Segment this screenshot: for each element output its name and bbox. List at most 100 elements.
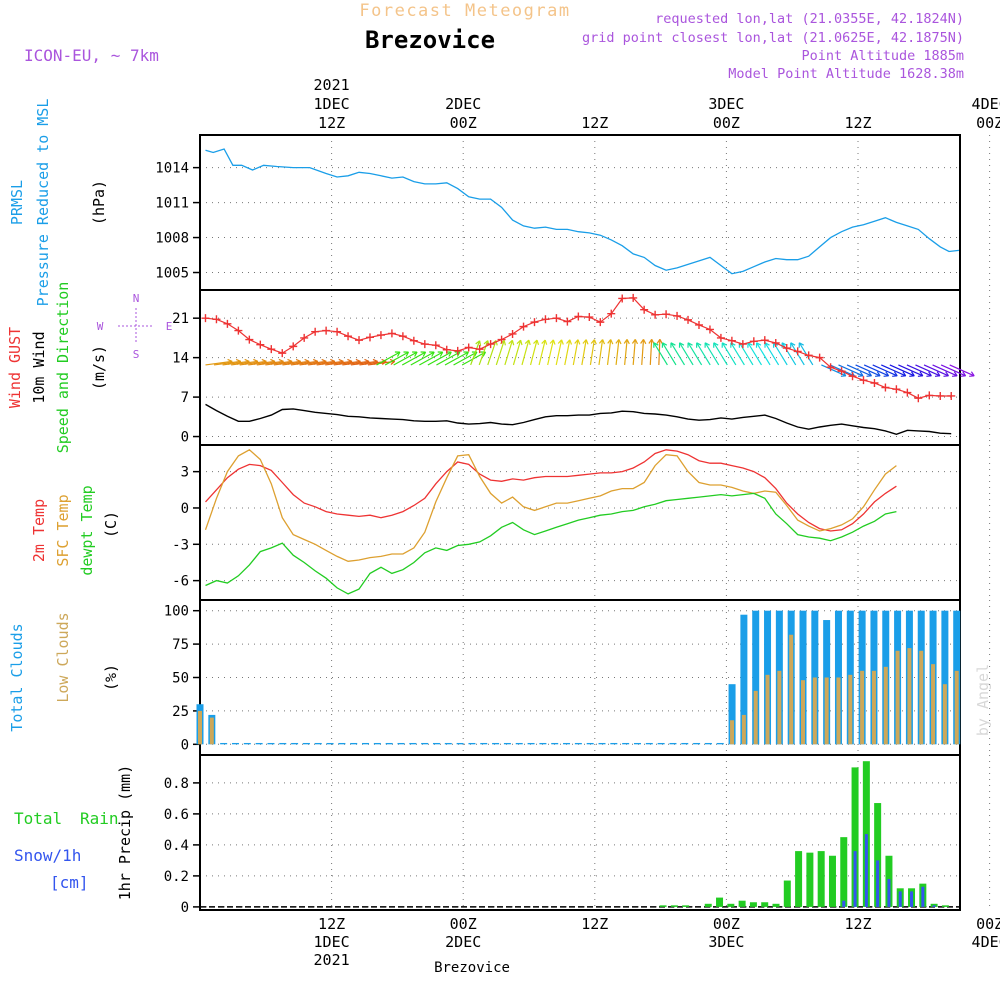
low-clouds-label: Low Clouds (54, 612, 72, 702)
wind-direction-arrow (478, 340, 489, 366)
wind-direction-arrow (273, 360, 301, 366)
wind-direction-arrow (222, 360, 250, 366)
low-cloud-bar (730, 720, 735, 745)
total-cloud-bar (338, 742, 346, 745)
total-cloud-bar (728, 684, 736, 745)
wind-direction-arrow (653, 342, 668, 366)
total-cloud-bar (444, 742, 452, 745)
wind-gust-marker (881, 383, 890, 392)
total-cloud-bar (314, 742, 322, 745)
wind-direction-arrow (632, 339, 636, 366)
total-cloud-bar (362, 742, 370, 745)
pressure-label-prmsl: PRMSL (8, 180, 26, 225)
wind-arrow-head (566, 339, 573, 345)
top-time-label: 12Z (581, 114, 608, 132)
wind-direction-arrow (855, 364, 881, 377)
wind-gust-marker (892, 385, 901, 394)
wind-frame (199, 289, 961, 446)
pressure-unit-label: (hPa) (90, 180, 108, 225)
wind-direction-arrow (738, 342, 754, 366)
low-cloud-bar (753, 690, 758, 745)
total-cloud-bar (231, 742, 239, 745)
total-cloud-bar (527, 742, 535, 745)
wind-gust-marker (662, 310, 671, 319)
wind-gust-marker (289, 342, 298, 351)
wind-gust-marker (376, 331, 385, 340)
snow-bar (898, 891, 902, 907)
wind-arrow-head (798, 342, 804, 348)
wind-direction-arrow (581, 339, 587, 366)
wind-arrow-head (508, 339, 515, 346)
low-cloud-bar (883, 666, 888, 745)
wind-direction-arrow (547, 339, 554, 366)
total-cloud-bar (716, 742, 724, 745)
pressure-tick-label: 1014 (155, 161, 189, 177)
wind-gust-marker (245, 335, 254, 344)
snow-bar (887, 879, 891, 907)
wind-gust-marker (212, 315, 221, 324)
wind-direction-arrow (713, 342, 728, 366)
wind-arrow-head (934, 371, 941, 377)
wind-direction-arrow (521, 339, 530, 366)
total-cloud-bar (326, 742, 334, 745)
low-cloud-bar (954, 670, 959, 745)
total-cloud-bar (409, 742, 417, 745)
wind-arrow-head (533, 339, 540, 345)
wind-direction-arrow (889, 364, 915, 377)
temp-sfc-line (204, 449, 897, 562)
wind-arrow-head (437, 351, 444, 357)
total-precip-bar (772, 903, 780, 907)
top-time-label: 2DEC (445, 95, 481, 113)
wind-arrow-head (687, 342, 693, 348)
wind-gust-marker (749, 337, 758, 346)
wind-direction-arrow (538, 339, 546, 366)
pressure-tick-label: 1008 (155, 231, 189, 247)
wind-arrow-head (574, 339, 581, 345)
wind-tick-label: 21 (172, 311, 189, 327)
total-precip-bar (795, 851, 803, 907)
wind-gust-marker (684, 315, 693, 324)
wind-gust-marker (508, 329, 517, 338)
wind-gust-marker (541, 315, 550, 324)
wind-speed-line (205, 403, 952, 436)
total-cloud-bar (255, 742, 263, 745)
top-time-label: 00Z (450, 114, 477, 132)
wind-gust-marker (420, 340, 429, 349)
total-precip-bar (670, 905, 678, 907)
wind-direction-arrow (444, 351, 469, 366)
wind-direction-arrow (940, 364, 966, 377)
wind-direction-arrow (615, 339, 620, 366)
wind-gust-marker (826, 363, 835, 372)
wind-gust-marker (914, 394, 923, 403)
wind-arrow-head (875, 371, 881, 377)
dewpoint-label: dewpt Temp (78, 485, 96, 575)
wind-direction-arrow (470, 340, 481, 366)
wind-direction-arrow (747, 342, 763, 366)
wind-gust-marker (705, 325, 714, 334)
total-cloud-bar (220, 742, 228, 745)
total-precip-bar (851, 767, 859, 907)
temp-2m-label: 2m Temp (30, 499, 48, 562)
precip-legend-snow: Snow/1h (14, 846, 81, 865)
wind-gust-marker (278, 349, 287, 358)
wind-gust-marker (903, 388, 912, 397)
wind-direction-arrow (704, 342, 720, 366)
wind-arrow-head (480, 351, 487, 357)
wind-direction-arrow (649, 339, 653, 365)
wind-gust-marker (837, 367, 846, 376)
temperature-tick-label: -6 (172, 574, 189, 590)
wind-direction-arrow (730, 342, 745, 366)
bottom-time-label: 4DEC (972, 933, 1000, 951)
wind-arrow-head (969, 371, 975, 377)
low-cloud-bar (209, 717, 214, 745)
total-cloud-bar (799, 610, 807, 745)
total-cloud-bar (539, 742, 547, 745)
top-time-label: 1DEC (314, 95, 350, 113)
wind-direction-arrow (687, 342, 703, 366)
location-title: Brezovice (365, 26, 495, 54)
wind-gust-marker (486, 340, 495, 349)
wind-gust-marker (442, 345, 451, 354)
wind-direction-arrow (863, 364, 889, 377)
wind-arrow-head (475, 340, 482, 346)
wind-10m-label: 10m Wind (30, 331, 48, 403)
